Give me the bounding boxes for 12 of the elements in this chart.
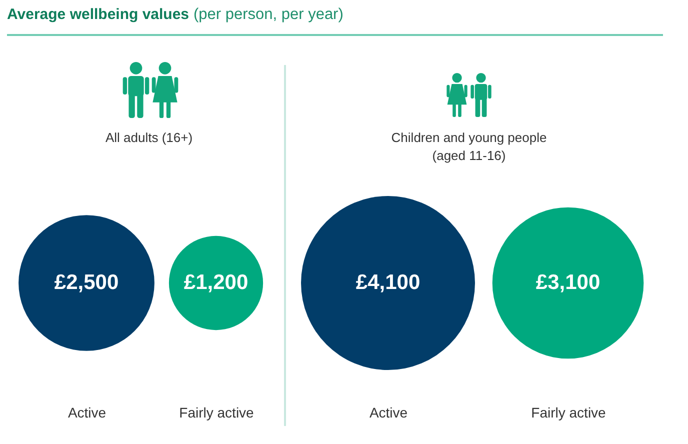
category-label: Active: [68, 404, 106, 420]
text: (per person, per year): [193, 6, 344, 23]
category-label: Fairly active: [179, 404, 254, 420]
text: All adults (16+): [105, 130, 193, 145]
category-label: Active: [369, 404, 408, 420]
data-label: £1,200: [184, 271, 248, 294]
data-label: £3,100: [536, 271, 600, 294]
category-label: Fairly active: [531, 404, 606, 420]
data-label: £4,100: [356, 271, 420, 294]
data-label: £2,500: [54, 271, 119, 294]
text: Children and young people (aged 11-16): [391, 130, 547, 163]
text: Average wellbeing values: [7, 6, 190, 23]
